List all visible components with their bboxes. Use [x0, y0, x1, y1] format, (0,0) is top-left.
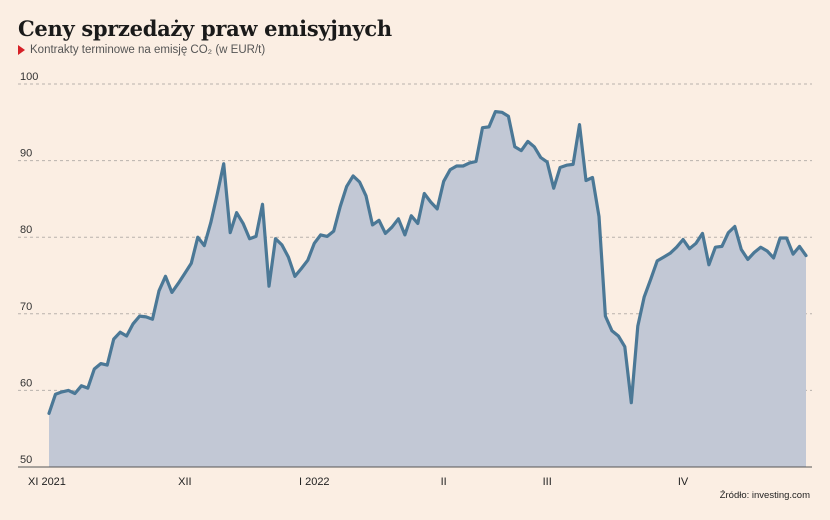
y-tick-label: 70	[20, 301, 32, 313]
x-tick-label: XII	[178, 476, 191, 488]
y-tick-labels: 50 60 70 80 90 100	[20, 71, 38, 466]
y-tick-label: 100	[20, 71, 38, 83]
triangle-marker-icon	[18, 45, 25, 55]
y-tick-label: 80	[20, 224, 32, 236]
x-tick-label: I 2022	[299, 476, 330, 488]
x-tick-label: II	[441, 476, 447, 488]
x-tick-label: III	[543, 476, 552, 488]
x-tick-label: IV	[678, 476, 689, 488]
y-tick-label: 50	[20, 454, 32, 466]
y-tick-label: 60	[20, 377, 32, 389]
chart-title: Ceny sprzedaży praw emisyjnych	[18, 16, 392, 41]
source-note: Źródło: investing.com	[719, 490, 810, 501]
x-tick-labels: XI 2021 XII I 2022 II III IV	[28, 476, 689, 488]
chart-subtitle: Kontrakty terminowe na emisję CO₂ (w EUR…	[18, 44, 265, 56]
price-area	[49, 111, 806, 467]
y-tick-label: 90	[20, 148, 32, 160]
price-line	[47, 109, 808, 415]
chart-subtitle-text: Kontrakty terminowe na emisję CO₂ (w EUR…	[30, 44, 266, 56]
x-tick-label: XI 2021	[28, 476, 66, 488]
